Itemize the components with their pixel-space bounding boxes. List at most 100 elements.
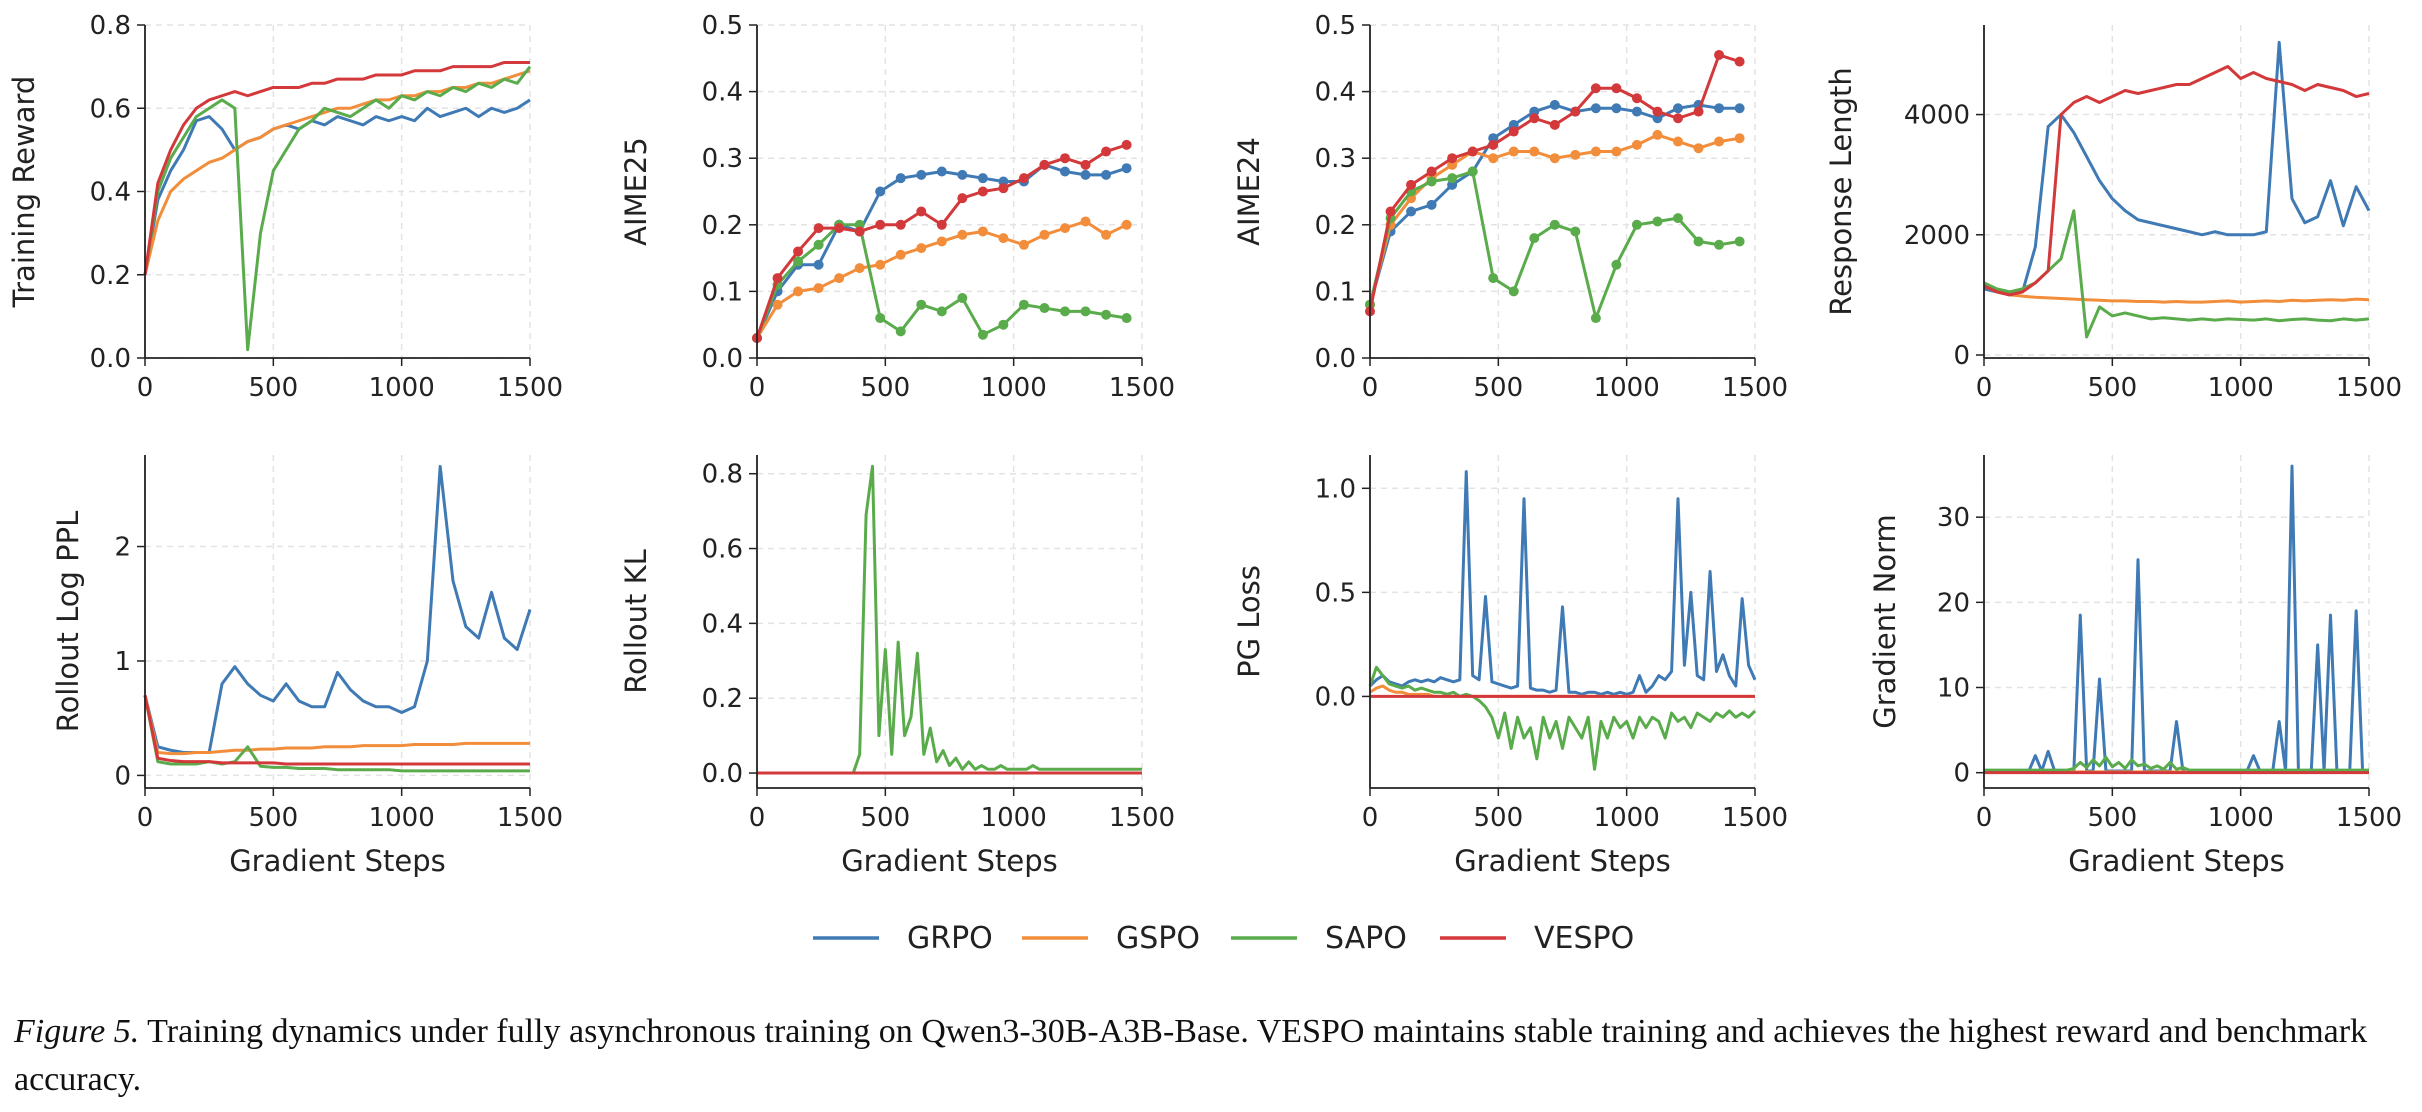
point [1447,153,1458,164]
point [957,193,968,204]
point [1018,299,1029,310]
y-tick-label: 0.2 [702,211,743,241]
point [1611,103,1622,114]
point [977,186,988,197]
point [1467,166,1478,177]
point [1080,159,1091,170]
x-tick-label: 1000 [981,803,1047,833]
point [875,219,886,230]
point [936,306,947,317]
x-tick-label: 0 [137,803,154,833]
y-axis-label: Training Reward [7,76,41,309]
point [1406,179,1417,190]
y-tick-label: 0.1 [702,277,743,307]
point [1734,236,1745,247]
y-axis-label: Gradient Norm [1868,514,1902,729]
point [1529,113,1540,124]
point [834,273,845,284]
point [1101,146,1112,157]
point [1488,153,1499,164]
point [936,166,947,177]
series-line [1368,665,1757,771]
point [1714,49,1725,60]
x-tick-label: 0 [137,373,154,403]
point [813,239,824,250]
caption-label: Figure 5. [14,1013,140,1050]
point [1714,239,1725,250]
y-axis-label: AIME24 [1232,137,1266,246]
point [1406,206,1417,217]
y-tick-label: 0.4 [702,609,743,639]
point [957,229,968,240]
point [1652,106,1663,117]
point [1080,169,1091,180]
point [1652,216,1663,227]
caption: Figure 5. Training dynamics under fully … [14,1008,2414,1104]
y-tick-label: 1.0 [1315,474,1356,504]
point [1611,83,1622,94]
y-tick-label: 0.4 [90,178,131,208]
y-tick-label: 0.1 [1315,277,1356,307]
y-tick-label: 0.0 [1315,682,1356,712]
x-tick-label: 500 [861,373,911,403]
y-tick-label: 0.6 [702,535,743,565]
point [1673,103,1683,114]
point [1549,153,1560,164]
y-tick-label: 10 [1937,674,1970,704]
y-tick-label: 0.8 [90,11,131,41]
point [1508,146,1519,157]
point [936,236,947,247]
series-line [143,98,531,276]
point [1080,216,1091,227]
y-tick-label: 0.2 [702,684,743,714]
point [793,256,804,267]
caption-text: Training dynamics under fully asynchrono… [14,1013,2368,1098]
x-tick-label: 1000 [369,373,435,403]
point [1467,146,1478,157]
point [1121,163,1132,174]
x-tick-label: 1500 [2336,373,2402,403]
point [1734,103,1745,114]
point [895,219,906,230]
point [1611,259,1622,270]
x-axis-label: Gradient Steps [841,844,1058,878]
series-line [143,695,530,773]
point [793,246,804,257]
point [1570,149,1581,160]
point [1018,239,1029,250]
point [1590,103,1601,114]
series-line [143,65,532,352]
point [875,186,886,197]
x-tick-label: 0 [1976,373,1993,403]
point [1080,306,1091,317]
point [1101,229,1112,240]
point [1652,129,1663,140]
legend-label: GSPO [1116,921,1200,956]
point [1714,103,1725,114]
x-tick-label: 500 [861,803,911,833]
point [1039,303,1050,314]
point [1693,143,1704,154]
point [998,233,1009,244]
y-tick-label: 20 [1937,588,1970,618]
y-tick-label: 0.6 [90,94,131,124]
point [1549,119,1560,130]
series-line [757,464,1142,775]
point [977,329,988,340]
y-tick-label: 30 [1937,503,1970,533]
point [1549,99,1560,110]
x-tick-label: 1000 [369,803,435,833]
point [1060,153,1070,164]
x-tick-label: 1500 [497,803,563,833]
y-tick-label: 1 [114,647,131,677]
point [772,273,783,284]
series-line [1368,103,1740,306]
series-line [143,464,532,755]
point [1590,83,1601,94]
x-tick-label: 1500 [1722,803,1788,833]
point [1734,56,1745,67]
point [1631,93,1642,104]
x-axis-label: Gradient Steps [229,844,446,878]
point [895,326,906,337]
y-tick-label: 0.0 [702,344,743,374]
